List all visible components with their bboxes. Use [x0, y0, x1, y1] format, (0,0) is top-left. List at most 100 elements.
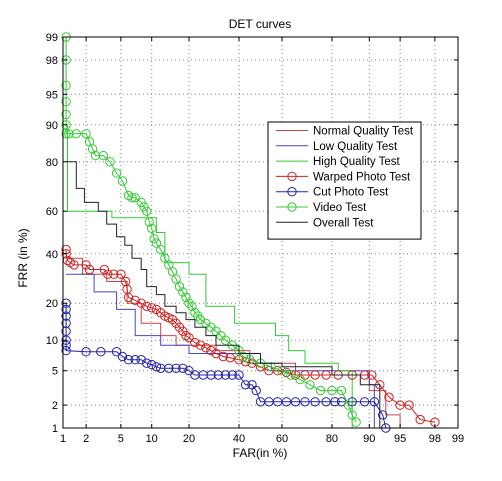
x-tick-label: 1: [60, 433, 66, 445]
x-tick-label: 60: [276, 433, 288, 445]
chart-title: DET curves: [229, 17, 291, 31]
legend-marker: [287, 202, 297, 212]
x-tick-label: 5: [118, 433, 124, 445]
legend-marker: [287, 171, 297, 182]
data-point: [181, 330, 191, 341]
data-point: [111, 347, 122, 357]
x-tick-label: 10: [146, 433, 158, 445]
data-point: [61, 97, 71, 107]
y-tick-label: 1: [52, 423, 58, 435]
data-point: [343, 400, 354, 410]
data-point: [198, 370, 208, 380]
data-point: [61, 298, 71, 308]
axis-ticks: 1 2 5 10 20 40 60 80 90 95 98 99 1 2 5 10 20 40 60 80 90 95 98…: [46, 32, 464, 445]
data-point: [190, 337, 200, 348]
data-point: [305, 380, 315, 390]
data-point: [220, 370, 231, 380]
data-point: [61, 129, 71, 139]
data-point: [193, 311, 203, 321]
y-tick-label: 95: [46, 89, 58, 101]
data-point: [61, 326, 71, 336]
data-point: [171, 274, 181, 284]
data-point: [251, 385, 261, 396]
data-point: [187, 301, 197, 311]
data-point: [184, 333, 194, 343]
data-point: [395, 400, 405, 410]
data-point: [103, 269, 113, 279]
x-tick-label: 98: [429, 433, 441, 445]
x-tick-label: 90: [363, 433, 375, 445]
legend-label: Cut Photo Test: [313, 187, 389, 199]
data-point: [61, 249, 71, 259]
data-point: [117, 351, 128, 362]
data-point: [142, 206, 152, 216]
data-point: [281, 367, 292, 378]
data-point: [136, 355, 146, 365]
series-line: [66, 124, 353, 428]
y-axis-label: FRR (in %): [16, 228, 30, 287]
data-point: [245, 355, 255, 365]
data-point: [218, 351, 228, 362]
x-tick-label: 80: [326, 433, 338, 445]
data-point: [240, 380, 251, 390]
legend-label: Normal Quality Test: [313, 126, 414, 138]
data-point: [201, 343, 211, 353]
plot-frame: [62, 36, 459, 429]
x-tick-label: 20: [183, 433, 195, 445]
data-point: [81, 347, 91, 357]
legend-label: Video Test: [313, 202, 367, 214]
data-point: [415, 414, 425, 425]
data-point: [156, 244, 166, 255]
y-tick-label: 2: [52, 400, 58, 412]
legend-label: Low Quality Test: [313, 141, 398, 153]
data-point: [120, 276, 131, 287]
data-point: [378, 410, 388, 420]
data-point: [206, 370, 216, 380]
data-point: [147, 359, 157, 370]
data-point: [84, 264, 95, 275]
data-point: [351, 417, 361, 427]
y-tick-label: 40: [46, 249, 58, 261]
data-point: [96, 347, 106, 357]
y-tick-label: 90: [46, 120, 58, 132]
legend: Normal Quality Test Low Quality Test High …: [267, 121, 422, 240]
data-point: [147, 223, 157, 234]
y-tick-label: 60: [46, 206, 58, 218]
data-point: [359, 397, 370, 407]
data-point: [290, 397, 301, 407]
data-point: [123, 355, 134, 365]
data-point: [195, 340, 206, 350]
data-point: [123, 292, 134, 303]
data-point: [151, 238, 162, 248]
plot-area: [61, 32, 440, 433]
data-point: [238, 351, 249, 362]
data-point: [69, 260, 79, 270]
data-point: [142, 301, 152, 311]
data-point: [61, 345, 71, 356]
x-tick-label: 40: [233, 433, 245, 445]
series-line: [65, 37, 357, 423]
data-point: [117, 176, 128, 186]
data-point: [206, 345, 216, 356]
data-point: [98, 150, 109, 161]
data-point: [327, 385, 337, 396]
legend-marker: [287, 187, 297, 197]
data-point: [174, 281, 185, 292]
data-point: [286, 370, 296, 380]
data-point: [61, 311, 71, 321]
data-point: [71, 129, 82, 139]
data-point: [116, 269, 126, 279]
data-point: [369, 397, 379, 407]
data-point: [404, 400, 414, 410]
data-point: [367, 370, 377, 380]
data-point: [105, 157, 115, 167]
data-point: [111, 168, 122, 178]
data-point: [234, 370, 244, 380]
series-video-test: [61, 32, 361, 427]
data-point: [330, 397, 340, 407]
data-point: [171, 363, 181, 373]
x-tick-label: 2: [83, 433, 89, 445]
data-point: [213, 370, 224, 380]
